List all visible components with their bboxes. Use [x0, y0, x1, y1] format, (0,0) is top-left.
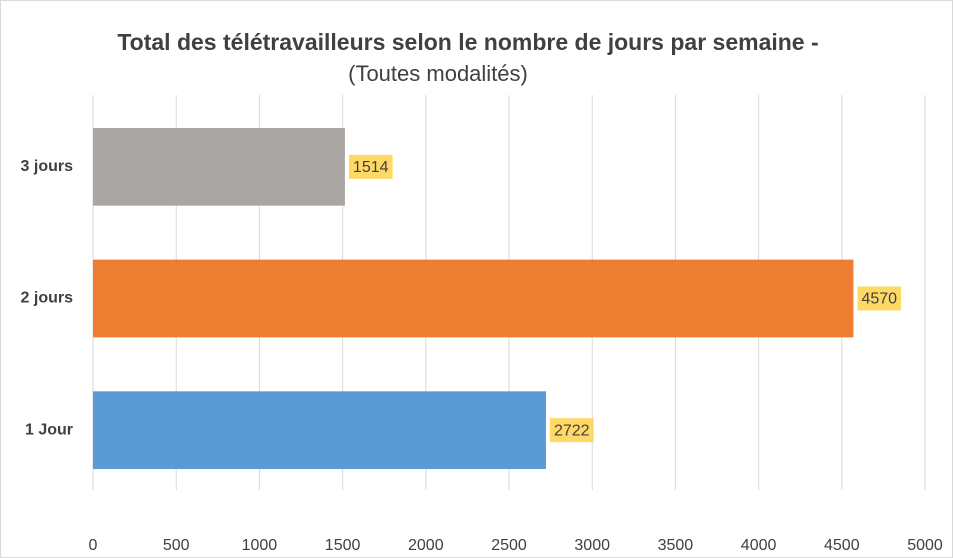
chart-subtitle: (Toutes modalités) [348, 61, 528, 86]
chart-title: Total des télétravailleurs selon le nomb… [117, 29, 818, 55]
data-label-background [549, 418, 594, 443]
y-tick-label: 1 Jour [25, 421, 73, 438]
data-label: 1514 [353, 159, 389, 176]
x-tick-label: 2000 [408, 537, 444, 554]
data-label: 2722 [554, 422, 590, 439]
x-tick-label: 500 [163, 537, 190, 554]
bar [93, 127, 345, 206]
x-tick-label: 1500 [325, 537, 361, 554]
x-tick-label: 5000 [907, 537, 943, 554]
x-tick-label: 4000 [741, 537, 777, 554]
data-label-background [348, 154, 393, 179]
x-tick-label: 2500 [491, 537, 527, 554]
x-tick-label: 3500 [658, 537, 694, 554]
bar [93, 391, 546, 470]
data-label-background [857, 286, 902, 311]
y-tick-label: 3 jours [21, 158, 74, 175]
x-tick-label: 1000 [242, 537, 278, 554]
x-tick-label: 4500 [824, 537, 860, 554]
data-label: 4570 [861, 291, 897, 308]
x-tick-label: 0 [89, 537, 98, 554]
x-tick-label: 3000 [574, 537, 610, 554]
bar [93, 259, 854, 338]
y-tick-label: 2 jours [21, 290, 74, 307]
